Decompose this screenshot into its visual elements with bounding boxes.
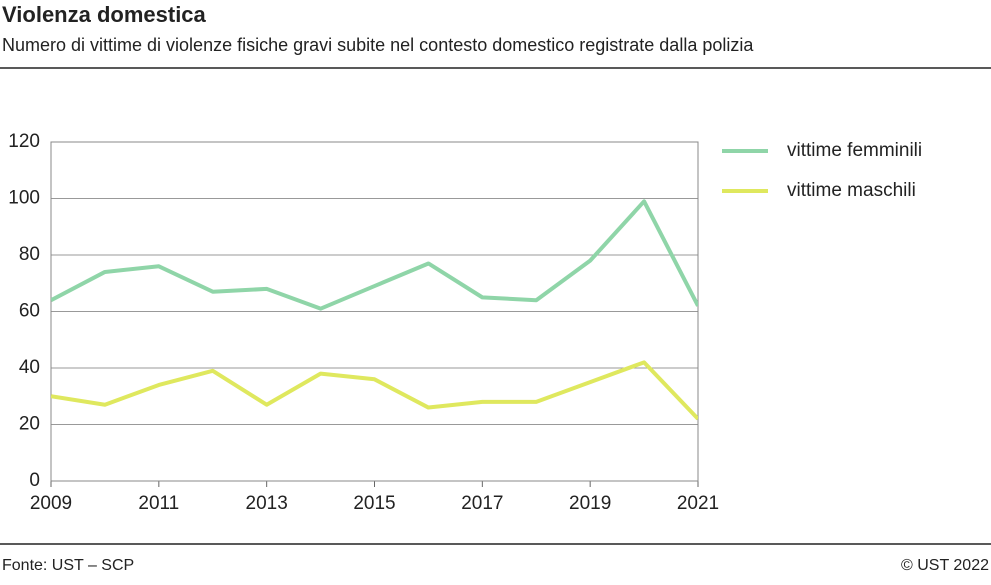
legend-label: vittime maschili	[787, 180, 916, 201]
source: Fonte: UST – SCP	[2, 557, 134, 574]
plot-frame	[50, 141, 699, 482]
chart-title: Violenza domestica	[2, 2, 207, 27]
y-tick-label: 20	[19, 414, 40, 435]
chart-subtitle: Numero di vittime di violenze fisiche gr…	[2, 35, 754, 55]
y-tick-label: 80	[19, 244, 40, 265]
x-tick-label: 2011	[138, 493, 179, 514]
credit: © UST 2022	[901, 557, 989, 574]
line	[51, 199, 698, 311]
x-tick-label: 2013	[246, 493, 288, 514]
legend-label: vittime femminili	[787, 140, 922, 161]
x-tick-label: 2017	[461, 493, 503, 514]
y-tick-label: 120	[8, 131, 40, 152]
x-tick-label: 2019	[569, 493, 611, 514]
y-tick-label: 100	[8, 188, 40, 209]
y-tick-label: 0	[29, 470, 40, 491]
y-tick-label: 40	[19, 357, 40, 378]
y-tick-label: 60	[19, 301, 40, 322]
line	[51, 360, 698, 421]
x-tick-label: 2009	[30, 493, 72, 514]
x-tick-label: 2015	[353, 493, 395, 514]
x-tick-label: 2021	[677, 493, 719, 514]
